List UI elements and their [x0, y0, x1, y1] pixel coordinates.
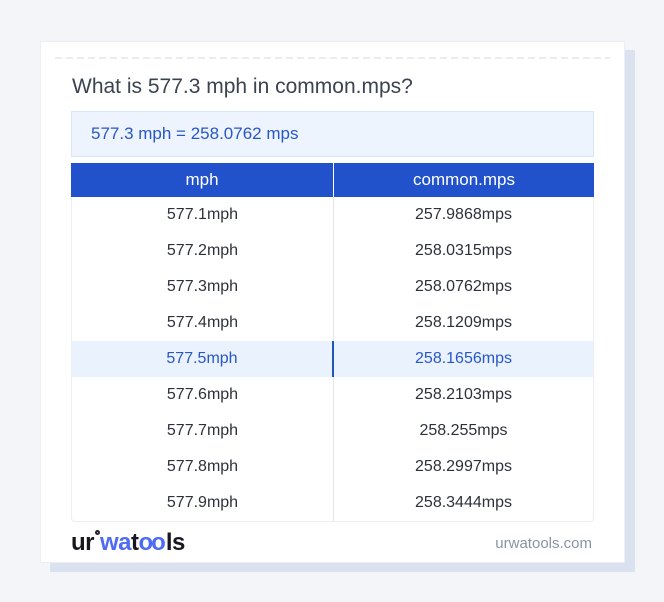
- mph-cell: 577.1mph: [72, 197, 334, 233]
- table-row[interactable]: 577.3mph 258.0762mps: [72, 269, 593, 305]
- mps-cell: 258.2997mps: [415, 458, 512, 475]
- mph-cell: 577.7mph: [72, 413, 334, 449]
- mps-cell: 257.9868mps: [415, 206, 512, 223]
- logo-part-oo: oo: [138, 529, 166, 556]
- conversion-table: mph common.mps 577.1mph 257.9868mps 577.…: [71, 163, 594, 522]
- mph-cell: 577.5mph: [72, 341, 334, 377]
- logo-part-wa: wa: [100, 529, 132, 556]
- mph-cell: 577.3mph: [72, 269, 334, 305]
- table-row[interactable]: 577.9mph 258.3444mps: [72, 485, 593, 521]
- mph-cell: 577.6mph: [72, 377, 334, 413]
- mph-cell: 577.4mph: [72, 305, 334, 341]
- mps-cell: 258.1209mps: [415, 314, 512, 331]
- mph-cell: 577.9mph: [72, 485, 334, 521]
- table-row[interactable]: 577.4mph 258.1209mps: [72, 305, 593, 341]
- mps-cell: 258.0315mps: [415, 242, 512, 259]
- table-row[interactable]: 577.8mph 258.2997mps: [72, 449, 593, 485]
- card-footer: ur watools urwatools.com: [71, 523, 592, 563]
- logo-part-ls: ls: [165, 529, 186, 556]
- mps-cell: 258.2103mps: [415, 386, 512, 403]
- table-row[interactable]: 577.7mph 258.255mps: [72, 413, 593, 449]
- urwatools-logo[interactable]: ur watools: [71, 529, 185, 557]
- column-header-common-mps: common.mps: [412, 170, 516, 189]
- table-header-row: mph common.mps: [71, 163, 594, 197]
- mps-cell: 258.1656mps: [415, 350, 512, 367]
- mph-cell: 577.2mph: [72, 233, 334, 269]
- logo-part-t: t: [131, 529, 139, 556]
- mps-cell: 258.255mps: [419, 422, 508, 439]
- site-url: urwatools.com: [495, 534, 592, 552]
- table-row[interactable]: 577.2mph 258.0315mps: [72, 233, 593, 269]
- conversion-result-text: 577.3 mph = 258.0762 mps: [91, 124, 299, 143]
- logo-part-ur: ur: [71, 529, 95, 556]
- degree-ring-icon: [95, 530, 100, 535]
- table-row-highlighted[interactable]: 577.5mph 258.1656mps: [72, 341, 593, 377]
- mps-cell: 258.3444mps: [415, 494, 512, 511]
- table-row[interactable]: 577.6mph 258.2103mps: [72, 377, 593, 413]
- table-row[interactable]: 577.1mph 257.9868mps: [72, 197, 593, 233]
- conversion-card: What is 577.3 mph in common.mps? 577.3 m…: [40, 41, 625, 563]
- conversion-result-box: 577.3 mph = 258.0762 mps: [71, 111, 594, 157]
- decorative-dashed-line: [55, 57, 610, 59]
- column-header-mph: mph: [71, 163, 334, 197]
- page-title: What is 577.3 mph in common.mps?: [72, 75, 413, 98]
- table-body: 577.1mph 257.9868mps 577.2mph 258.0315mp…: [71, 197, 594, 522]
- mps-cell: 258.0762mps: [415, 278, 512, 295]
- mph-cell: 577.8mph: [72, 449, 334, 485]
